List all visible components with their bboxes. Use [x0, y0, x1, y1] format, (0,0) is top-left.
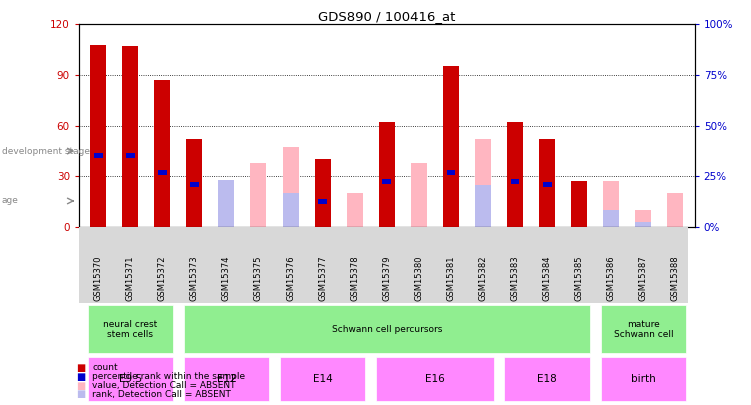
Text: count: count [92, 363, 118, 372]
Bar [158, 170, 167, 175]
Text: development stage: development stage [2, 147, 89, 156]
Bar [186, 139, 202, 227]
Bar [603, 210, 620, 227]
Text: GSM15379: GSM15379 [382, 255, 391, 301]
Text: E14: E14 [312, 374, 333, 384]
Text: GSM15384: GSM15384 [543, 255, 552, 301]
Bar [219, 179, 234, 227]
Text: E16: E16 [425, 374, 445, 384]
Bar [475, 185, 491, 227]
Text: ■: ■ [77, 372, 86, 382]
Bar [382, 179, 391, 184]
Bar [122, 46, 138, 227]
Text: GSM15385: GSM15385 [575, 255, 584, 301]
Bar [184, 357, 269, 401]
Text: GSM15378: GSM15378 [350, 255, 359, 301]
Title: GDS890 / 100416_at: GDS890 / 100416_at [318, 10, 455, 23]
Bar [219, 181, 234, 227]
Text: E9.5: E9.5 [119, 374, 142, 384]
Bar [635, 222, 651, 227]
Bar [250, 163, 267, 227]
Text: GSM15383: GSM15383 [511, 255, 520, 301]
Text: GSM15382: GSM15382 [478, 255, 487, 301]
Text: GSM15372: GSM15372 [158, 255, 167, 301]
Bar [125, 153, 134, 158]
Text: ■: ■ [77, 363, 86, 373]
Text: GSM15375: GSM15375 [254, 255, 263, 301]
Bar [347, 193, 363, 227]
Text: GSM15371: GSM15371 [125, 255, 134, 301]
Bar [79, 227, 688, 303]
Text: ■: ■ [77, 390, 86, 399]
Text: ■: ■ [77, 381, 86, 390]
Bar [668, 193, 683, 227]
Bar [447, 170, 455, 175]
Text: GSM15377: GSM15377 [318, 255, 327, 301]
Bar [280, 357, 365, 401]
Bar [315, 222, 330, 227]
Text: percentile rank within the sample: percentile rank within the sample [92, 372, 246, 381]
Bar [411, 163, 427, 227]
Text: age: age [2, 196, 18, 205]
Bar [601, 357, 686, 401]
Bar [507, 122, 523, 227]
Text: GSM15386: GSM15386 [607, 255, 616, 301]
Bar [94, 153, 102, 158]
Bar [475, 139, 491, 227]
Text: E12: E12 [216, 374, 237, 384]
Text: neural crest
stem cells: neural crest stem cells [103, 320, 157, 339]
Text: E18: E18 [537, 374, 557, 384]
Bar [282, 147, 299, 227]
Bar [184, 305, 590, 353]
Bar [282, 193, 299, 227]
Bar [505, 357, 590, 401]
Bar [539, 139, 555, 227]
Bar [572, 181, 587, 227]
Bar [379, 122, 395, 227]
Text: GSM15380: GSM15380 [415, 255, 424, 301]
Text: GSM15373: GSM15373 [190, 255, 199, 301]
Bar [443, 66, 459, 227]
Bar [635, 210, 651, 227]
Bar [315, 159, 330, 227]
Bar [511, 179, 520, 184]
Text: GSM15374: GSM15374 [222, 255, 231, 301]
Text: GSM15387: GSM15387 [639, 255, 648, 301]
Text: GSM15381: GSM15381 [446, 255, 455, 301]
Bar [603, 181, 620, 227]
Text: GSM15376: GSM15376 [286, 255, 295, 301]
Bar [318, 199, 327, 204]
Bar [88, 305, 173, 353]
Text: Schwann cell percursors: Schwann cell percursors [332, 325, 442, 334]
Bar [543, 182, 551, 187]
Text: birth: birth [631, 374, 656, 384]
Bar [376, 357, 493, 401]
Text: GSM15388: GSM15388 [671, 255, 680, 301]
Text: rank, Detection Call = ABSENT: rank, Detection Call = ABSENT [92, 390, 231, 399]
Bar [601, 305, 686, 353]
Text: mature
Schwann cell: mature Schwann cell [614, 320, 673, 339]
Bar [88, 357, 173, 401]
Bar [190, 182, 199, 187]
Bar [154, 80, 170, 227]
Text: value, Detection Call = ABSENT: value, Detection Call = ABSENT [92, 381, 236, 390]
Text: GSM15370: GSM15370 [94, 255, 103, 301]
Bar [90, 45, 106, 227]
